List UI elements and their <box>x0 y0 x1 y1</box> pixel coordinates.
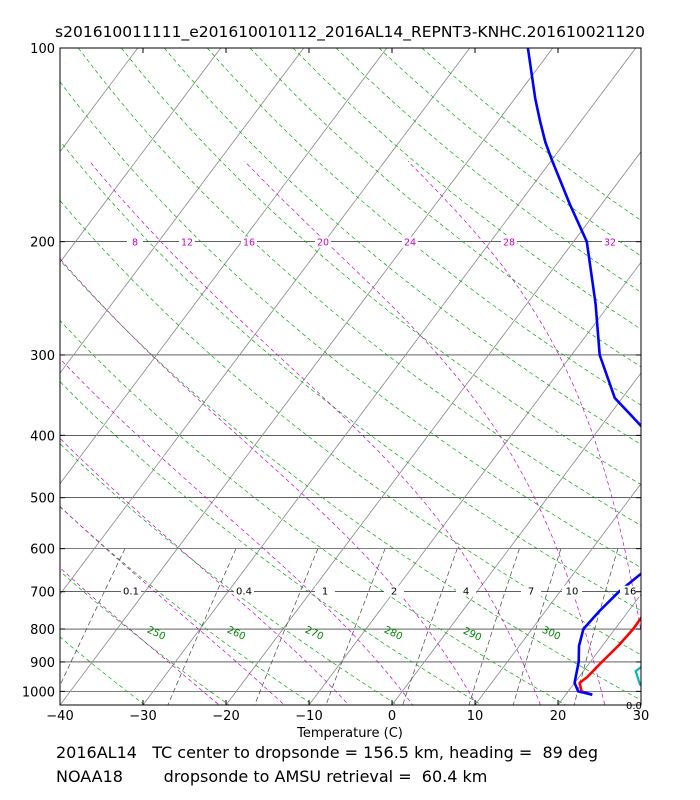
dry-adiabat <box>292 48 641 330</box>
y-tick-label: 300 <box>30 349 55 364</box>
chart-title: s201610011111_e201610010112_2016AL14_REP… <box>55 23 645 42</box>
parcel-label: 1 <box>322 587 328 598</box>
parcel-label-bg <box>315 585 335 597</box>
mixing-ratio-label-bg <box>241 236 257 248</box>
parcel-label: 0.1 <box>123 587 139 598</box>
mixing-ratio-label-bg <box>501 236 517 248</box>
mixing-ratio-label-bg <box>179 236 195 248</box>
parcel-label: 16 <box>624 587 637 598</box>
moist-adiabat <box>60 567 220 705</box>
x-tick-label: 30 <box>633 709 650 724</box>
dry-adiabat <box>206 48 641 406</box>
mixing-ratio-label-bg <box>602 236 618 248</box>
x-tick-label: −10 <box>295 709 322 724</box>
isotherm-line <box>60 48 222 264</box>
mixing-ratio-label: 8 <box>132 238 138 249</box>
parcel-label-bg <box>562 585 582 597</box>
moist-adiabat <box>60 358 414 705</box>
parcel-label-bg <box>384 585 404 597</box>
isotherm-line <box>60 48 471 596</box>
mixing-ratio-line <box>254 548 319 705</box>
dry-adiabat <box>60 443 398 705</box>
isotherm-line <box>391 372 641 705</box>
mixing-ratio-label-bg <box>402 236 418 248</box>
parcel-label: 4 <box>463 587 469 598</box>
x-tick-label: 0 <box>388 709 396 724</box>
mixing-ratio-label: 16 <box>243 238 255 249</box>
isotherm-line <box>308 261 641 705</box>
mixing-ratio-label: 32 <box>604 238 616 249</box>
y-tick-label: 800 <box>30 623 55 638</box>
dry-adiabat <box>60 506 314 705</box>
parcel-label-bg <box>234 585 254 597</box>
moist-adiabat <box>60 258 477 705</box>
sounding-profiles <box>526 48 641 696</box>
mixing-ratio-label: 12 <box>181 238 193 249</box>
parcel-label: 2 <box>391 587 397 598</box>
corner-label: 0.0 <box>626 701 642 712</box>
mixing-ratio-line <box>402 548 458 705</box>
parcel-label-bg <box>121 585 141 597</box>
y-tick-label: 600 <box>30 543 55 558</box>
moist-adiabat <box>60 505 285 705</box>
dry-adiabat <box>60 570 230 705</box>
mixing-ratio-label: 28 <box>503 238 515 249</box>
parcel-label: 0.4 <box>236 587 252 598</box>
y-tick-label: 900 <box>30 656 55 671</box>
dry-adiabat <box>121 48 641 486</box>
mixing-ratio-line <box>468 548 520 705</box>
y-tick-label: 1000 <box>22 685 55 700</box>
dry-adiabat <box>60 381 483 705</box>
mixing-ratio-line <box>60 548 126 687</box>
isotherm-line <box>60 48 388 485</box>
isotherm-line <box>557 593 641 705</box>
y-tick-label: 700 <box>30 586 55 601</box>
x-tick-label: −40 <box>46 709 73 724</box>
isotherm-line <box>474 483 641 705</box>
mixing-ratio-label-bg <box>315 236 331 248</box>
moist-adiabat <box>244 161 606 705</box>
mixing-ratio-line <box>512 548 562 705</box>
footer-line-1: 2016AL14 TC center to dropsonde = 156.5 … <box>56 743 598 762</box>
temperature-profile <box>578 615 641 696</box>
mixing-ratio-label: 24 <box>404 238 416 249</box>
y-tick-label: 100 <box>30 42 55 57</box>
parcel-label-bg <box>456 585 476 597</box>
y-tick-label: 500 <box>30 492 55 507</box>
moist-adiabat <box>89 161 541 705</box>
isotherm-line <box>60 48 554 705</box>
x-axis-label: Temperature (C) <box>296 726 403 741</box>
dry-adiabat <box>60 199 641 656</box>
mixing-ratio-label: 20 <box>317 238 329 249</box>
wind-profile-cyan <box>634 665 641 688</box>
dry-adiabat <box>60 320 567 705</box>
x-tick-label: 10 <box>467 709 484 724</box>
footer-line-2: NOAA18 dropsonde to AMSU retrieval = 60.… <box>56 767 487 786</box>
parcel-label: 10 <box>566 587 579 598</box>
background-grid <box>60 48 641 705</box>
mixing-ratio-line <box>167 548 237 705</box>
isotherm-line <box>225 151 641 705</box>
x-tick-label: −30 <box>129 709 156 724</box>
x-tick-label: −20 <box>212 709 239 724</box>
parcel-label-bg <box>521 585 541 597</box>
x-tick-label: 20 <box>550 709 567 724</box>
mixing-ratio-line <box>573 548 619 705</box>
plot-frame <box>59 47 642 706</box>
parcel-label-bg <box>620 585 640 597</box>
dewpoint-profile <box>526 48 641 696</box>
dry-adiabat <box>60 81 641 569</box>
y-tick-label: 400 <box>30 429 55 444</box>
y-tick-label: 200 <box>30 236 55 251</box>
mixing-ratio-line <box>325 548 386 705</box>
dry-adiabat <box>60 140 641 612</box>
parcel-label: 7 <box>528 587 534 598</box>
mixing-ratio-label-bg <box>127 236 143 248</box>
